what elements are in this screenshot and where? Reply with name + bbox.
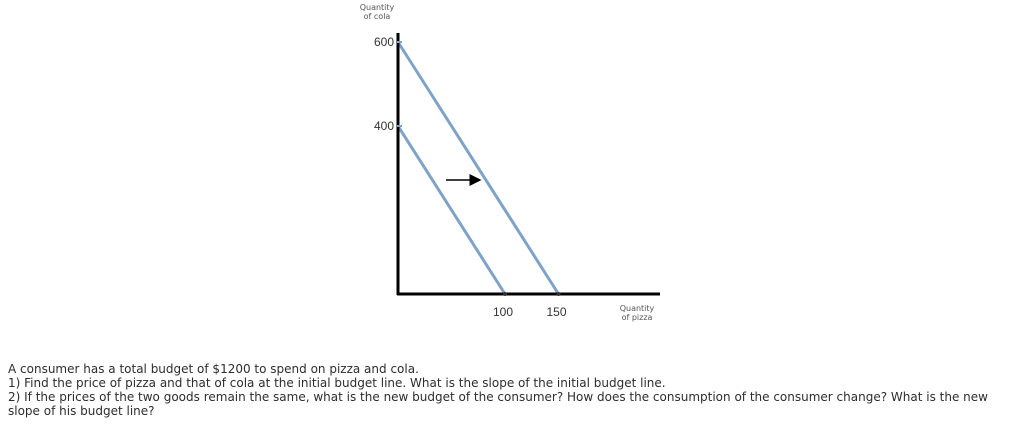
x-tick-label-100: 100 (493, 305, 513, 319)
x-tick-100 (503, 292, 507, 296)
budget-line-chart: 400 600 100 150 (374, 33, 660, 319)
x-tick-label-150: 150 (546, 305, 566, 319)
question-line-3: 2) If the prices of the two goods remain… (8, 390, 988, 418)
question-line-2: 1) Find the price of pizza and that of c… (8, 376, 666, 390)
x-axis-title-line-1: Quantity (619, 304, 655, 313)
y-axis-title-line-2: of cola (363, 12, 391, 21)
y-tick-label-400: 400 (374, 119, 394, 133)
x-axis-title: Quantity of pizza (612, 304, 662, 322)
budget-line-2 (396, 40, 560, 296)
budget-line-1 (396, 124, 507, 296)
x-tick-150 (556, 292, 561, 296)
y-tick-label-600: 600 (374, 35, 394, 49)
question-line-1: A consumer has a total budget of $1200 t… (8, 362, 419, 376)
y-axis-title: Quantity of cola (352, 3, 402, 21)
y-axis-title-line-1: Quantity (359, 3, 395, 12)
question-text: A consumer has a total budget of $1200 t… (8, 362, 1018, 418)
x-axis-title-line-2: of pizza (621, 313, 653, 322)
